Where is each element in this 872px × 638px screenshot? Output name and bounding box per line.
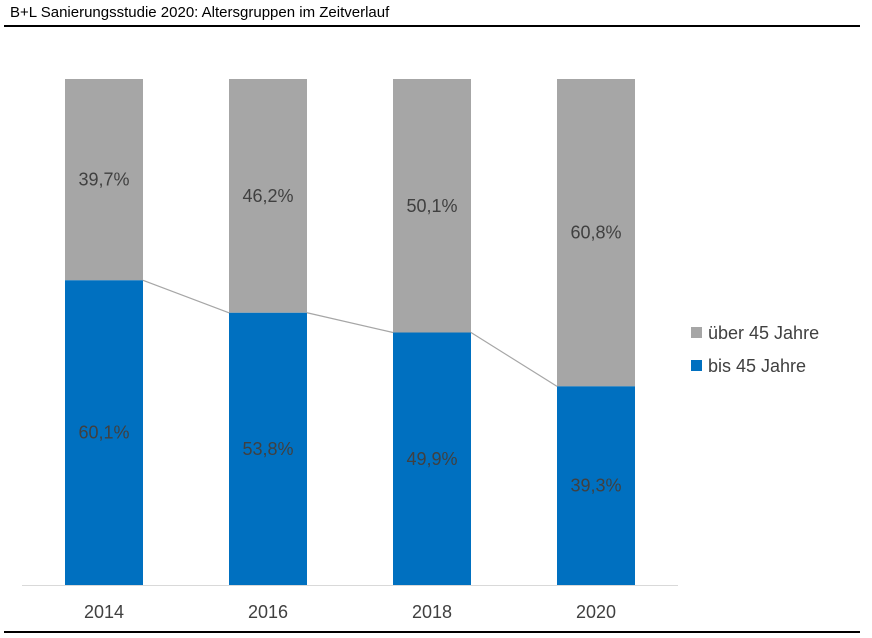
chart-title: B+L Sanierungsstudie 2020: Altersgruppen… [10,4,390,21]
data-label-bis-45-2016: 53,8% [242,439,293,459]
legend-label-bis-45-jahre: bis 45 Jahre [708,356,806,376]
bar-segment-ueber-45-2018 [393,79,471,333]
series-line-2018-2020 [470,331,558,387]
bar-segment-bis-45-2018 [393,332,471,585]
bar-segment-bis-45-2014 [65,280,143,585]
data-label-bis-45-2014: 60,1% [78,423,129,443]
x-tick-label-2016: 2016 [248,602,288,622]
bar-segment-bis-45-2016 [229,312,307,585]
x-tick-label-2014: 2014 [84,602,124,622]
series-line-2016-2018 [306,312,394,334]
data-label-ueber-45-2016: 46,2% [242,186,293,206]
data-label-bis-45-2020: 39,3% [570,476,621,496]
data-label-ueber-45-2014: 39,7% [78,170,129,190]
bar-segment-bis-45-2020 [557,386,635,585]
legend-label--ber-45-jahre: über 45 Jahre [708,323,819,343]
x-tick-label-2020: 2020 [576,602,616,622]
legend-swatch--ber-45-jahre [691,327,702,338]
series-line-2014-2016 [142,279,230,314]
legend-swatch-bis-45-jahre [691,360,702,371]
data-label-bis-45-2018: 49,9% [406,449,457,469]
bar-segment-ueber-45-2014 [65,79,143,281]
bar-segment-ueber-45-2016 [229,79,307,313]
data-label-ueber-45-2020: 60,8% [570,223,621,243]
bottom-rule [4,631,860,633]
top-rule [4,25,860,27]
bar-segment-ueber-45-2020 [557,79,635,387]
x-tick-label-2018: 2018 [412,602,452,622]
data-label-ueber-45-2018: 50,1% [406,196,457,216]
